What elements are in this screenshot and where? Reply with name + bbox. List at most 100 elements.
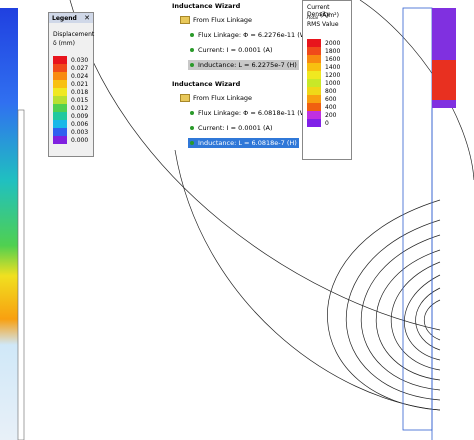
legend-header: Legend ✕ <box>49 13 93 23</box>
legend-row: 1000 <box>303 79 351 87</box>
tree-item[interactable]: Current: I = 0.0001 (A) <box>188 123 275 133</box>
color-swatch <box>53 64 67 72</box>
legend-row: 0.027 <box>49 64 93 72</box>
displacement-legend: Legend ✕ Displacement δ (mm) 0.030 0.027 0… <box>48 12 94 157</box>
item-bullet <box>190 111 194 115</box>
color-swatch <box>307 39 321 47</box>
tree-item[interactable]: Current: I = 0.0001 (A) <box>188 45 275 55</box>
color-swatch <box>53 120 67 128</box>
group-label: From Flux Linkage <box>193 94 253 102</box>
tree-item[interactable]: Flux Linkage: Φ = 6.2276e-11 (Wb) <box>188 30 315 40</box>
legend-row: 2000 <box>303 39 351 47</box>
tree-group[interactable]: From Flux Linkage <box>180 16 252 24</box>
item-bullet <box>190 126 194 130</box>
color-swatch <box>53 104 67 112</box>
legend-value: 0.027 <box>71 65 89 72</box>
item-label: Inductance: L = 6.2275e-7 (H) <box>198 61 297 69</box>
color-swatch <box>307 103 321 111</box>
legend-row: 0.015 <box>49 96 93 104</box>
color-swatch <box>307 63 321 71</box>
tree-item[interactable]: Inductance: L = 6.0818e-7 (H) <box>188 138 299 148</box>
legend-label: Displacement <box>53 31 95 38</box>
legend-row: 1400 <box>303 63 351 71</box>
legend-value: 0.009 <box>71 113 89 120</box>
gap-outline <box>17 109 25 440</box>
legend-value: 0 <box>325 120 329 127</box>
legend-value: 600 <box>325 96 337 103</box>
legend-value: 0.021 <box>71 81 89 88</box>
legend-row: 0.024 <box>49 72 93 80</box>
color-swatch <box>53 96 67 104</box>
coil-hot <box>432 60 456 100</box>
legend-value: 800 <box>325 88 337 95</box>
item-label: Current: I = 0.0001 (A) <box>198 46 273 54</box>
legend-value: 400 <box>325 104 337 111</box>
tree-item[interactable]: Inductance: L = 6.2275e-7 (H) <box>188 60 299 70</box>
color-swatch <box>307 71 321 79</box>
legend-value: 0.003 <box>71 129 89 136</box>
color-swatch <box>307 79 321 87</box>
wizard-title: Inductance Wizard <box>172 80 241 88</box>
legend-value: 0.000 <box>71 137 89 144</box>
legend-value: 0.024 <box>71 73 89 80</box>
legend-row: 0 <box>303 119 351 127</box>
legend-value: 0.012 <box>71 105 89 112</box>
item-label: Current: I = 0.0001 (A) <box>198 124 273 132</box>
legend-row: 400 <box>303 103 351 111</box>
legend-mode: RMS Value <box>307 21 339 28</box>
legend-row: 1600 <box>303 55 351 63</box>
legend-value: 1600 <box>325 56 341 63</box>
color-swatch <box>53 72 67 80</box>
tree-group[interactable]: From Flux Linkage <box>180 94 252 102</box>
legend-row: 800 <box>303 87 351 95</box>
legend-row: 0.003 <box>49 128 93 136</box>
legend-title: Legend <box>52 15 77 22</box>
legend-value: 200 <box>325 112 337 119</box>
legend-row: 0.006 <box>49 120 93 128</box>
color-swatch <box>53 80 67 88</box>
color-swatch <box>53 56 67 64</box>
item-bullet <box>190 63 194 67</box>
legend-value: 0.018 <box>71 89 89 96</box>
legend-row: 0.021 <box>49 80 93 88</box>
item-label: Flux Linkage: Φ = 6.0818e-11 (Wb) <box>198 109 313 117</box>
group-label: From Flux Linkage <box>193 16 253 24</box>
item-label: Flux Linkage: Φ = 6.2276e-11 (Wb) <box>198 31 313 39</box>
legend-value: 2000 <box>325 40 341 47</box>
item-bullet <box>190 48 194 52</box>
current-density-legend: Current Density Jtotal (A/m²) RMS Value … <box>302 0 352 160</box>
item-label: Inductance: L = 6.0818e-7 (H) <box>198 139 297 147</box>
color-swatch <box>53 128 67 136</box>
color-swatch <box>307 87 321 95</box>
displacement-strip <box>0 8 18 440</box>
close-button[interactable]: ✕ <box>84 14 90 22</box>
legend-row: 1200 <box>303 71 351 79</box>
legend-value: 1400 <box>325 64 341 71</box>
legend-value: 0.030 <box>71 57 89 64</box>
legend-value: 1200 <box>325 72 341 79</box>
legend-unit: δ (mm) <box>53 40 75 47</box>
item-bullet <box>190 33 194 37</box>
inductance-wizard-1: Inductance Wizard From Flux Linkage Flux… <box>172 0 313 76</box>
unit-symbol: J <box>307 12 309 19</box>
unit-subscript: total <box>308 15 318 21</box>
color-swatch <box>307 95 321 103</box>
legend-value: 0.015 <box>71 97 89 104</box>
color-swatch <box>53 136 67 144</box>
color-swatch <box>307 119 321 127</box>
color-swatch <box>307 111 321 119</box>
legend-unit: Jtotal (A/m²) <box>307 12 339 20</box>
legend-row: 0.030 <box>49 56 93 64</box>
color-swatch <box>307 55 321 63</box>
legend-row: 200 <box>303 111 351 119</box>
tree-item[interactable]: Flux Linkage: Φ = 6.0818e-11 (Wb) <box>188 108 315 118</box>
color-swatch <box>53 112 67 120</box>
legend-value: 1000 <box>325 80 341 87</box>
legend-row: 0.012 <box>49 104 93 112</box>
legend-value: 1800 <box>325 48 341 55</box>
legend-row: 0.018 <box>49 88 93 96</box>
legend-row: 600 <box>303 95 351 103</box>
inductance-wizard-2: Inductance Wizard From Flux Linkage Flux… <box>172 78 313 156</box>
